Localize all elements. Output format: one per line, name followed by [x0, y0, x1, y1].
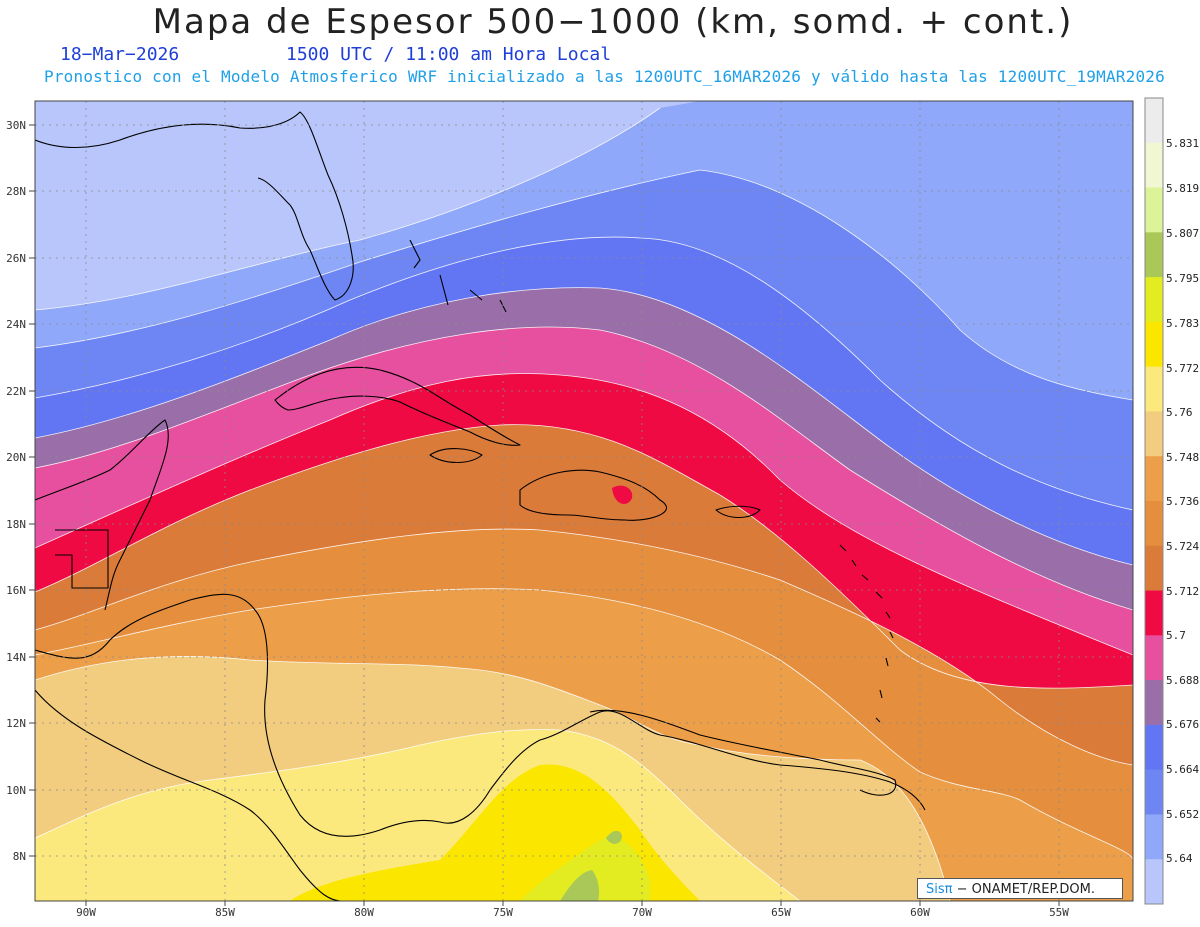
band-5.807 — [560, 870, 600, 901]
lat-label: 18N — [6, 518, 26, 531]
colorbar-label: 5.688 — [1166, 674, 1199, 687]
lat-label: 20N — [6, 451, 26, 464]
lon-label: 90W — [76, 906, 96, 919]
lat-label: 22N — [6, 385, 26, 398]
colorbar-swatch — [1145, 724, 1163, 771]
colorbar-swatch — [1145, 501, 1163, 547]
contour-lines — [35, 107, 1133, 901]
colorbar-label: 5.783 — [1166, 317, 1199, 330]
lat-label: 8N — [13, 850, 26, 863]
colorbar-swatch — [1145, 769, 1163, 815]
colorbar-swatch — [1145, 814, 1163, 860]
colorbar-swatch — [1145, 590, 1163, 636]
colorbar-label: 5.64 — [1166, 852, 1193, 865]
colorbar-swatch — [1145, 635, 1163, 681]
model-run-info: Pronostico con el Modelo Atmosferico WRF… — [44, 67, 1165, 86]
credit-box: Sisπ − ONAMET/REP.DOM. — [917, 878, 1123, 899]
forecast-time: 1500 UTC / 11:00 am Hora Local — [286, 44, 612, 65]
colorbar-label: 5.819 — [1166, 182, 1199, 195]
colorbar-label: 5.712 — [1166, 585, 1199, 598]
venezuela-coast — [589, 709, 897, 796]
colorbar-swatch — [1145, 142, 1163, 189]
colorbar-label: 5.664 — [1166, 763, 1199, 776]
colorbar-swatch — [1145, 366, 1163, 412]
colorbar-label: 5.736 — [1166, 495, 1199, 508]
lon-label: 65W — [771, 906, 791, 919]
colorbar-swatch — [1145, 187, 1163, 233]
colorbar-swatch — [1145, 98, 1163, 144]
band-5.712-spot — [612, 485, 633, 504]
map-title: Mapa de Espesor 500−1000 (km, somd. + co… — [152, 2, 1074, 42]
colorbar-label: 5.724 — [1166, 540, 1199, 553]
lon-label: 55W — [1049, 906, 1069, 919]
colorbar-label: 5.795 — [1166, 272, 1199, 285]
colorbar-swatch — [1145, 277, 1163, 323]
colorbar-labels: 5.831 5.819 5.807 5.795 5.783 5.772 5.76… — [1166, 137, 1199, 865]
yucatan-coast — [35, 419, 169, 611]
belize-box — [55, 529, 109, 589]
lon-label: 70W — [632, 906, 652, 919]
colorbar-swatch — [1145, 456, 1163, 502]
credit-text: − ONAMET/REP.DOM. — [952, 882, 1096, 897]
lat-axis: 30N 28N 26N 24N 22N 20N 18N 16N 14N 12N … — [6, 119, 26, 863]
lon-axis: 90W 85W 80W 75W 70W 65W 60W 55W — [76, 906, 1069, 919]
central-america-coast — [35, 593, 926, 837]
colorbar-label: 5.748 — [1166, 451, 1199, 464]
band-5.795 — [520, 837, 650, 901]
lat-label: 12N — [6, 717, 26, 730]
colorbar-swatch — [1145, 232, 1163, 278]
colorbar-label: 5.831 — [1166, 137, 1199, 150]
lat-label: 14N — [6, 651, 26, 664]
lon-label: 75W — [493, 906, 513, 919]
lat-label: 30N — [6, 119, 26, 132]
jamaica-coast — [429, 448, 483, 464]
puerto-rico-coast — [715, 505, 761, 519]
colorbar-swatch — [1145, 321, 1163, 368]
colorbar-swatch — [1145, 545, 1163, 592]
forecast-date: 18−Mar−2026 — [60, 44, 180, 65]
colorbar — [1144, 97, 1164, 905]
colorbar-label: 5.652 — [1166, 808, 1199, 821]
map-frame — [34, 100, 1134, 902]
lon-label: 85W — [215, 906, 235, 919]
lon-label: 80W — [354, 906, 374, 919]
thickness-bands — [35, 101, 1133, 901]
lon-label: 60W — [910, 906, 930, 919]
coastlines — [35, 111, 926, 901]
bahamas — [409, 239, 507, 313]
colorbar-label: 5.7 — [1166, 629, 1186, 642]
lat-ticks — [29, 124, 35, 857]
lon-ticks — [85, 901, 1060, 906]
colorbar-swatch — [1145, 859, 1163, 905]
colorbar-label: 5.807 — [1166, 227, 1199, 240]
credit-brand: Sisπ — [926, 882, 953, 897]
band-5.807-spot — [606, 830, 622, 844]
cuba-coast — [274, 366, 521, 446]
gridlines — [35, 101, 1133, 901]
lat-label: 10N — [6, 784, 26, 797]
lesser-antilles — [839, 544, 894, 723]
lat-label: 24N — [6, 318, 26, 331]
colorbar-label: 5.76 — [1166, 406, 1193, 419]
lat-label: 16N — [6, 584, 26, 597]
lat-label: 28N — [6, 185, 26, 198]
colorbar-label: 5.676 — [1166, 718, 1199, 731]
colorbar-swatch — [1145, 411, 1163, 457]
colorbar-label: 5.772 — [1166, 362, 1199, 375]
pacific-coast — [35, 689, 341, 901]
florida-coast — [35, 111, 354, 301]
colorbar-frame — [1144, 97, 1164, 905]
hispaniola-coast — [519, 469, 668, 521]
colorbar-swatch — [1145, 680, 1163, 726]
lat-label: 26N — [6, 252, 26, 265]
